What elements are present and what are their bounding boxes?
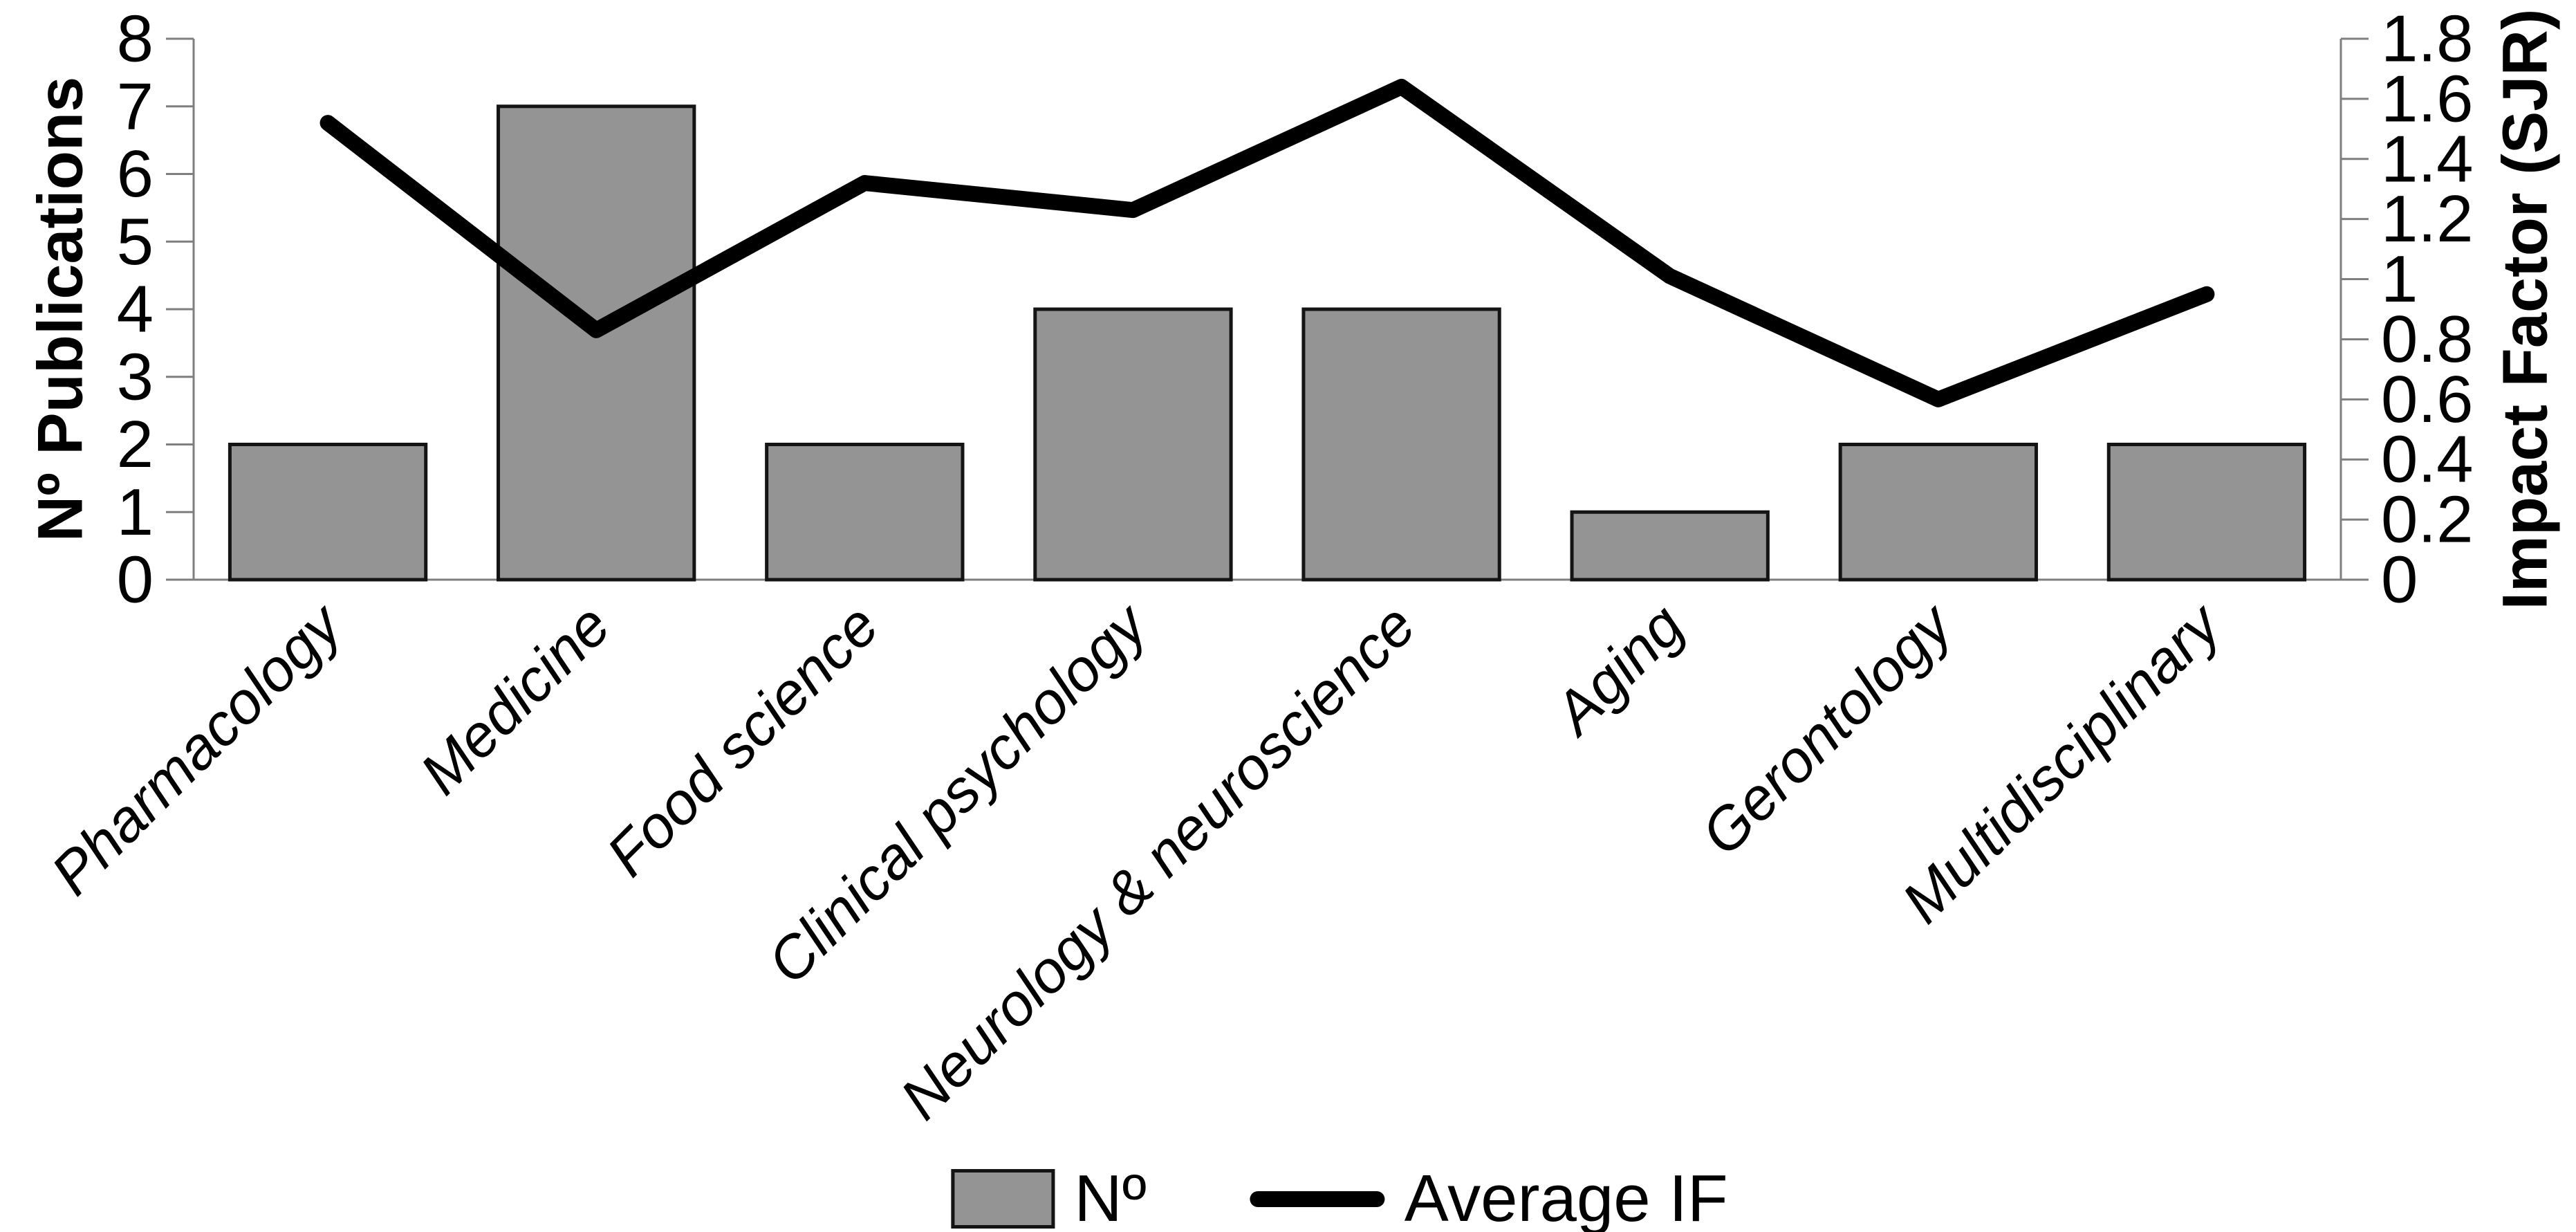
right-axis-tick-label: 0.4	[2381, 423, 2473, 497]
right-axis-tick-label: 0.8	[2381, 302, 2473, 376]
left-axis-tick-label: 0	[117, 543, 154, 617]
bar-5	[1570, 510, 1770, 582]
left-axis-tick-label: 5	[117, 205, 154, 279]
left-axis-tick-label: 4	[117, 273, 154, 347]
right-axis-tick-label: 0.2	[2381, 483, 2473, 557]
legend: Nº Average IF	[951, 1161, 1728, 1232]
line-series-swatch	[1250, 1190, 1385, 1207]
bar-series-swatch	[951, 1169, 1055, 1229]
right-axis-tick-label: 1.2	[2381, 182, 2473, 256]
right-axis-title: Impact Factor (SJR)	[2490, 8, 2561, 610]
average-if-line	[319, 79, 2215, 407]
left-axis-tick-label: 3	[117, 340, 154, 414]
bar-3	[1033, 307, 1233, 582]
bar-0	[228, 443, 428, 582]
category-label-4: Neurology & neuroscience	[888, 592, 1428, 1132]
category-label-0: Pharmacology	[39, 589, 357, 908]
legend-label-average-if: Average IF	[1404, 1161, 1728, 1232]
right-axis-tick-label: 1	[2381, 242, 2418, 316]
category-label-1: Medicine	[407, 592, 622, 807]
legend-label-publications: Nº	[1074, 1161, 1147, 1232]
left-axis-tick-label: 8	[117, 2, 154, 76]
left-axis-tick-label: 1	[117, 475, 154, 549]
bar-6	[1838, 443, 2038, 582]
bar-4	[1301, 307, 1501, 582]
bar-7	[2106, 443, 2307, 582]
right-axis-tick-label: 1.6	[2381, 62, 2473, 136]
category-label-6: Gerontology	[1689, 589, 1967, 868]
category-label-5: Aging	[1539, 591, 1696, 748]
category-label-2: Food science	[594, 592, 891, 890]
legend-item-average-if: Average IF	[1250, 1161, 1728, 1232]
left-axis-title: Nº Publications	[25, 76, 96, 542]
left-axis-tick-label: 6	[117, 137, 154, 211]
right-axis-tick-label: 0	[2381, 543, 2418, 617]
left-axis-tick-label: 2	[117, 407, 154, 481]
legend-item-publications: Nº	[951, 1161, 1147, 1232]
right-axis-tick-label: 1.8	[2381, 2, 2473, 76]
right-axis-tick-label: 1.4	[2381, 122, 2473, 196]
bar-2	[765, 443, 965, 582]
right-axis-tick-label: 0.6	[2381, 362, 2473, 436]
left-axis-tick-label: 7	[117, 69, 154, 143]
bar-1	[497, 104, 696, 582]
